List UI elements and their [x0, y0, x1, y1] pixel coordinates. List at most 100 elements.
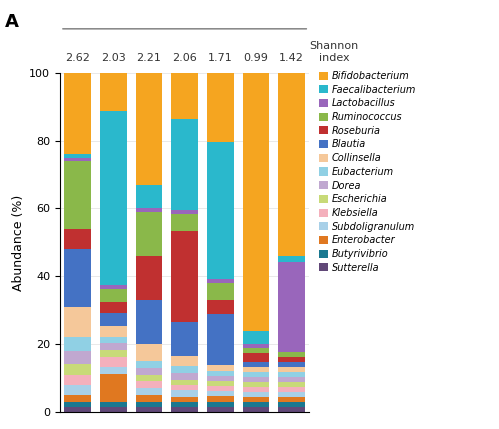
Bar [171, 407, 198, 412]
Bar [278, 397, 305, 402]
Bar [243, 392, 269, 397]
Bar [100, 302, 127, 313]
Bar [278, 392, 305, 397]
Bar [100, 285, 127, 289]
Bar [243, 363, 269, 367]
Bar [243, 353, 269, 363]
Bar [100, 357, 127, 367]
Bar [100, 336, 127, 343]
Text: A: A [5, 13, 19, 31]
Bar [243, 331, 269, 344]
Bar [100, 326, 127, 336]
Bar [100, 73, 127, 111]
Bar [207, 366, 234, 371]
Bar [171, 402, 198, 407]
Bar [278, 352, 305, 357]
Bar [243, 382, 269, 387]
Bar [243, 387, 269, 392]
Bar [207, 386, 234, 391]
Bar [136, 407, 162, 412]
Bar [100, 350, 127, 357]
Bar [100, 343, 127, 350]
Text: 1.71: 1.71 [208, 53, 233, 63]
Bar [243, 372, 269, 377]
Bar [100, 289, 127, 302]
Bar [278, 357, 305, 362]
Bar [171, 380, 198, 385]
Bar [136, 368, 162, 375]
Bar [171, 396, 198, 402]
Bar [278, 407, 305, 412]
Bar [136, 185, 162, 208]
Bar [207, 73, 234, 142]
Bar [64, 307, 91, 337]
Text: 2.21: 2.21 [137, 53, 161, 63]
Bar [171, 385, 198, 390]
Bar [243, 347, 269, 353]
Bar [243, 367, 269, 372]
Text: Shannon
index: Shannon index [310, 41, 359, 63]
Bar [136, 361, 162, 368]
Bar [278, 372, 305, 377]
Bar [243, 402, 269, 407]
Bar [136, 256, 162, 300]
Bar [136, 212, 162, 256]
Text: 2.06: 2.06 [172, 53, 197, 63]
Bar [171, 373, 198, 380]
Bar [100, 367, 127, 374]
Bar [207, 396, 234, 402]
Bar [207, 376, 234, 381]
Bar [171, 366, 198, 373]
Bar [64, 158, 91, 161]
Bar [243, 73, 269, 331]
Bar [64, 351, 91, 364]
Legend: Bifidobacterium, Faecalibacterium, Lactobacillus, Ruminococcus, Roseburia, Blaut: Bifidobacterium, Faecalibacterium, Lacto… [319, 71, 416, 273]
Bar [243, 397, 269, 402]
Bar [207, 300, 234, 314]
Bar [278, 362, 305, 367]
Bar [64, 395, 91, 402]
Bar [278, 382, 305, 387]
Bar [207, 391, 234, 396]
Bar [64, 402, 91, 407]
Text: 0.99: 0.99 [244, 53, 268, 63]
Bar [278, 73, 305, 256]
Bar [100, 313, 127, 326]
Bar [100, 111, 127, 285]
Bar [207, 371, 234, 376]
Bar [100, 374, 127, 402]
Bar [136, 73, 162, 185]
Bar [64, 337, 91, 351]
Text: 2.62: 2.62 [65, 53, 90, 63]
Bar [207, 279, 234, 283]
Bar [207, 381, 234, 386]
Bar [64, 249, 91, 307]
Bar [278, 262, 305, 352]
Bar [100, 402, 127, 407]
Bar [64, 154, 91, 158]
Bar [278, 387, 305, 392]
Bar [64, 375, 91, 385]
Bar [171, 230, 198, 322]
Bar [207, 283, 234, 300]
Bar [278, 367, 305, 372]
Bar [243, 377, 269, 382]
Bar [136, 388, 162, 395]
Bar [171, 390, 198, 396]
Bar [136, 395, 162, 402]
Text: 1.42: 1.42 [279, 53, 304, 63]
Bar [64, 73, 91, 154]
Bar [207, 314, 234, 366]
Bar [136, 381, 162, 388]
Bar [136, 375, 162, 381]
Bar [136, 402, 162, 407]
Bar [278, 377, 305, 382]
Bar [64, 407, 91, 412]
Bar [207, 407, 234, 412]
Bar [64, 385, 91, 395]
Bar [207, 402, 234, 407]
Bar [171, 119, 198, 210]
Y-axis label: Abundance (%): Abundance (%) [12, 194, 25, 290]
Bar [64, 229, 91, 249]
Bar [171, 73, 198, 119]
